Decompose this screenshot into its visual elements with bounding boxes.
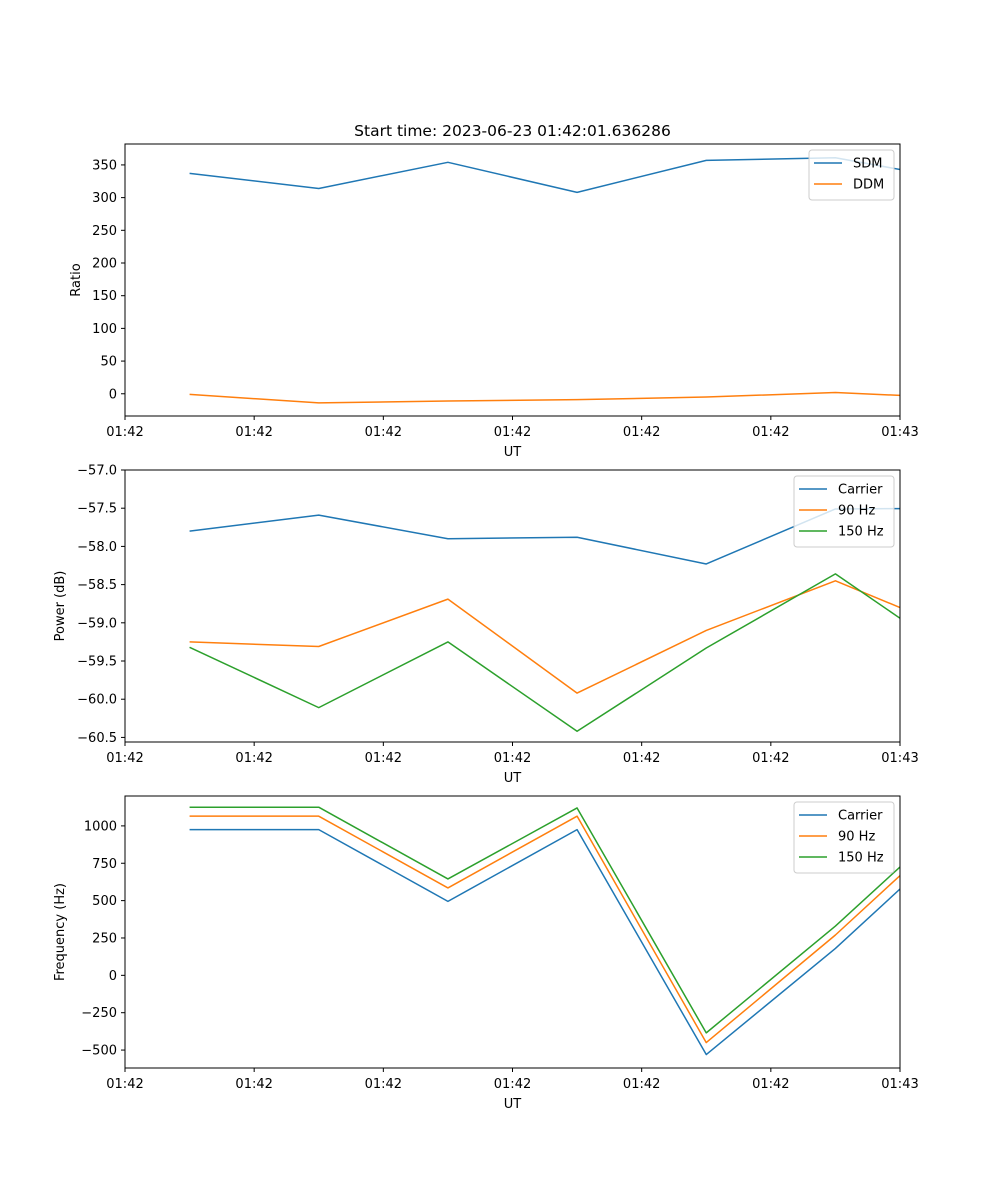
y-tick-label: 0 xyxy=(109,969,117,984)
legend-label: Carrier xyxy=(838,483,883,498)
x-axis-label: UT xyxy=(504,771,522,786)
y-tick-label: 200 xyxy=(92,257,117,272)
legend-label: Carrier xyxy=(838,809,883,824)
y-tick-label: 100 xyxy=(92,322,117,337)
chart-title: Start time: 2023-06-23 01:42:01.636286 xyxy=(354,122,671,140)
plot-frame xyxy=(124,143,901,417)
x-tick-label: 01:42 xyxy=(235,1077,272,1092)
x-tick-label: 01:42 xyxy=(494,751,531,766)
x-tick-label: 01:43 xyxy=(881,751,918,766)
y-tick-label: −58.5 xyxy=(77,578,117,593)
x-axis-label: UT xyxy=(504,445,522,460)
legend-label: 90 Hz xyxy=(838,830,875,845)
series-line-carrier xyxy=(189,828,900,1056)
y-axis-label: Frequency (Hz) xyxy=(53,883,68,981)
x-tick-label: 01:42 xyxy=(365,1077,402,1092)
series-line-150-hz xyxy=(189,806,900,1034)
y-tick-label: −59.5 xyxy=(77,655,117,670)
x-tick-label: 01:42 xyxy=(494,425,531,440)
y-tick-label: 0 xyxy=(109,387,117,402)
legend-label: 90 Hz xyxy=(838,504,875,519)
series-line-90-hz xyxy=(189,815,900,1044)
y-tick-label: −60.0 xyxy=(77,693,117,708)
chart-panel-2: 01:42 01:42 01:42 01:42 01:42 01:42 01:43 −60.5… xyxy=(53,464,919,787)
y-tick-label: −57.5 xyxy=(77,502,117,517)
y-tick-label: −60.5 xyxy=(77,731,117,746)
legend-label: SDM xyxy=(853,157,882,172)
x-tick-label: 01:43 xyxy=(881,425,918,440)
y-tick-label: −59.0 xyxy=(77,616,117,631)
y-axis-label: Power (dB) xyxy=(53,571,68,642)
y-tick-label: 500 xyxy=(92,894,117,909)
y-tick-label: 300 xyxy=(92,191,117,206)
legend-label: DDM xyxy=(853,178,884,193)
legend-box xyxy=(793,801,895,874)
y-tick-label: −57.0 xyxy=(77,464,117,479)
legend-label: 150 Hz xyxy=(838,851,884,866)
series-line-sdm xyxy=(189,156,900,194)
y-tick-label: 50 xyxy=(100,355,117,370)
x-tick-label: 01:42 xyxy=(623,751,660,766)
series-line-carrier xyxy=(189,507,900,565)
x-tick-label: 01:42 xyxy=(106,1077,143,1092)
x-tick-label: 01:42 xyxy=(623,1077,660,1092)
plot-frame xyxy=(124,469,901,743)
y-tick-label: 150 xyxy=(92,289,117,304)
x-axis-label: UT xyxy=(504,1097,522,1112)
chart-panel-1: Start time: 2023-06-23 01:42:01.63628601… xyxy=(69,122,919,460)
y-tick-label: 250 xyxy=(92,931,117,946)
y-tick-label: −58.0 xyxy=(77,540,117,555)
x-tick-label: 01:42 xyxy=(365,751,402,766)
y-tick-label: 250 xyxy=(92,224,117,239)
legend: Carrier 90 Hz 150 Hz xyxy=(793,475,895,548)
x-tick-label: 01:42 xyxy=(623,425,660,440)
legend-box xyxy=(793,475,895,548)
series-line-ddm xyxy=(189,391,900,404)
chart-panel-3: 01:42 01:42 01:42 01:42 01:42 01:42 01:43 −500 −… xyxy=(53,795,919,1112)
x-tick-label: 01:42 xyxy=(752,425,789,440)
x-tick-label: 01:43 xyxy=(881,1077,918,1092)
y-tick-label: 1000 xyxy=(84,819,117,834)
x-tick-label: 01:42 xyxy=(752,1077,789,1092)
plot-frame xyxy=(124,795,901,1069)
series-line-150-hz xyxy=(189,573,900,733)
x-tick-label: 01:42 xyxy=(494,1077,531,1092)
x-tick-label: 01:42 xyxy=(106,751,143,766)
x-tick-label: 01:42 xyxy=(235,751,272,766)
legend: SDM DDM xyxy=(808,149,895,201)
y-tick-label: 350 xyxy=(92,158,117,173)
y-tick-label: −250 xyxy=(81,1006,117,1021)
y-tick-label: −500 xyxy=(81,1044,117,1059)
x-tick-label: 01:42 xyxy=(365,425,402,440)
y-axis-label: Ratio xyxy=(69,263,84,296)
x-tick-label: 01:42 xyxy=(235,425,272,440)
y-tick-label: 750 xyxy=(92,857,117,872)
legend: Carrier 90 Hz 150 Hz xyxy=(793,801,895,874)
x-tick-label: 01:42 xyxy=(106,425,143,440)
series-line-90-hz xyxy=(189,580,900,694)
legend-label: 150 Hz xyxy=(838,525,884,540)
x-tick-label: 01:42 xyxy=(752,751,789,766)
